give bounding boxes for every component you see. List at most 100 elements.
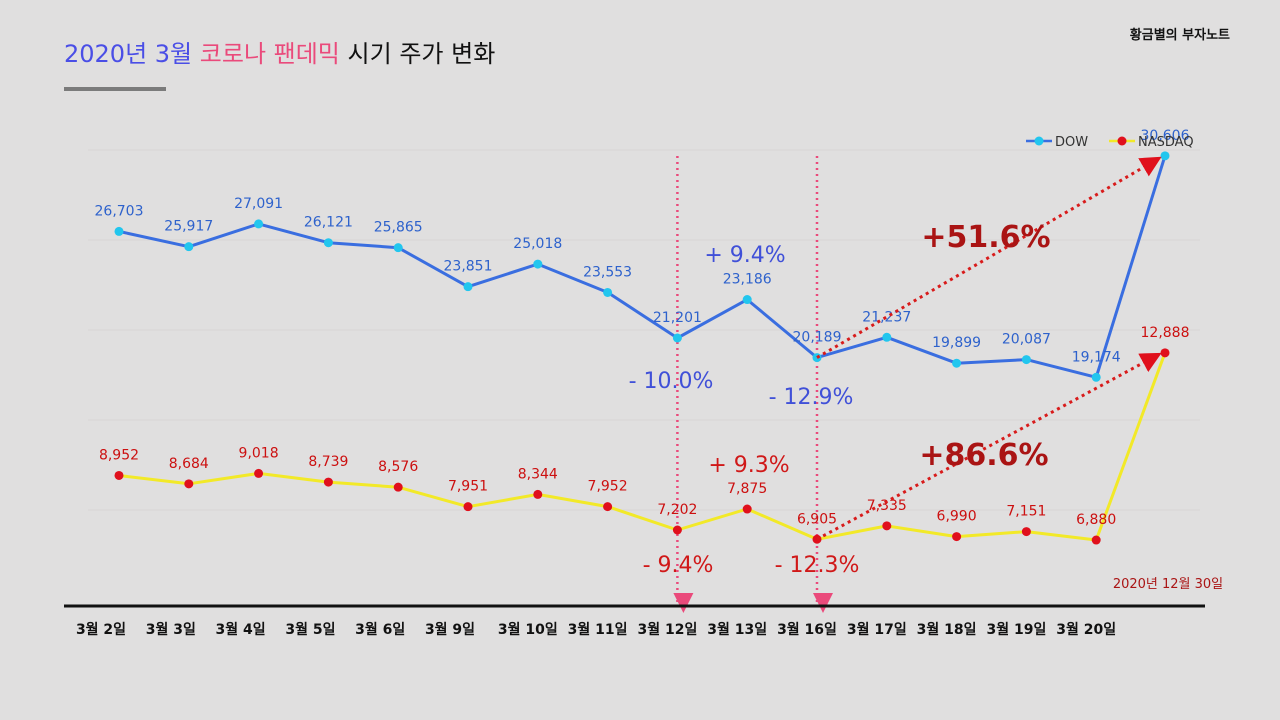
last-date-label: 2020년 12월 30일: [1113, 577, 1223, 592]
nasdaq-data-label: 6,880: [1076, 512, 1116, 528]
dow-line: [118, 155, 1167, 379]
dow-point: [533, 259, 543, 269]
nasdaq-point: [1021, 527, 1031, 537]
dow-point: [323, 238, 333, 248]
dow-data-label: 19,899: [932, 335, 981, 351]
dow-drop1-annotation: - 10.0%: [629, 369, 714, 394]
dow-data-label: 20,087: [1002, 332, 1051, 348]
nasdaq-drop2-annotation: - 12.3%: [775, 553, 860, 578]
nasdaq-data-label: 9,018: [239, 445, 279, 461]
dow-point: [184, 242, 194, 252]
x-tick-label: 3월 10일: [498, 621, 558, 638]
nasdaq-point: [672, 525, 682, 535]
dow-data-label: 25,917: [164, 219, 213, 235]
nasdaq-point: [882, 521, 892, 531]
nasdaq-point: [323, 477, 333, 487]
dow-data-label: 23,186: [723, 272, 772, 288]
x-tick-label: 3월 6일: [355, 621, 405, 638]
nasdaq-point: [184, 479, 194, 489]
nasdaq-data-label: 7,151: [1006, 504, 1046, 520]
nasdaq-drop1-annotation: - 9.4%: [643, 553, 714, 578]
dow-point: [393, 243, 403, 253]
dow-point: [882, 332, 892, 342]
nasdaq-data-label: 8,739: [308, 454, 348, 470]
nasdaq-data-label: 7,875: [727, 481, 767, 497]
nasdaq-point: [463, 502, 473, 512]
x-tick-label: 3월 4일: [216, 621, 266, 638]
dow-point: [254, 219, 264, 229]
nasdaq-total-annotation: +86.6%: [919, 438, 1048, 473]
brand-label: 황금별의 부자노트: [1129, 28, 1230, 43]
title-underline: [64, 87, 166, 91]
dow-data-label: 26,121: [304, 215, 353, 231]
nasdaq-point: [1160, 348, 1170, 358]
dow-rise-annotation: + 9.4%: [704, 243, 785, 268]
dow-total-annotation: +51.6%: [921, 220, 1050, 255]
legend-dow-label: DOW: [1055, 135, 1088, 150]
dow-drop2-annotation: - 12.9%: [769, 385, 854, 410]
dow-data-label: 27,091: [234, 196, 283, 212]
x-tick-label: 3월 19일: [986, 621, 1046, 638]
nasdaq-trend-arrow: [816, 352, 1162, 541]
nasdaq-point: [254, 468, 264, 478]
nasdaq-data-label: 6,905: [797, 511, 837, 527]
x-tick-label: 3월 16일: [777, 621, 837, 638]
dow-data-label: 21,201: [653, 310, 702, 326]
nasdaq-rise-annotation: + 9.3%: [708, 453, 789, 478]
x-tick-label: 3월 12일: [637, 621, 697, 638]
nasdaq-point: [393, 482, 403, 492]
dow-point: [672, 333, 682, 343]
legend-nasdaq-label: NASDAQ: [1138, 135, 1194, 150]
nasdaq-point: [114, 470, 124, 480]
nasdaq-data-label: 8,344: [518, 466, 558, 482]
title-rest: 시기 주가 변화: [347, 40, 496, 68]
nasdaq-point: [952, 532, 962, 542]
x-tick-label: 3월 17일: [847, 621, 907, 638]
nasdaq-point: [603, 502, 613, 512]
x-tick-label: 3월 20일: [1056, 621, 1116, 638]
nasdaq-point: [533, 489, 543, 499]
nasdaq-data-label: 12,888: [1141, 325, 1190, 341]
nasdaq-data-label: 6,990: [937, 509, 977, 525]
dow-point: [742, 295, 752, 305]
dow-data-label: 19,174: [1072, 349, 1121, 365]
nasdaq-data-label: 8,952: [99, 447, 139, 463]
dow-point: [952, 358, 962, 368]
dow-data-label: 23,851: [444, 259, 493, 275]
dow-data-label: 26,703: [95, 203, 144, 219]
dow-data-label: 20,189: [793, 330, 842, 346]
dow-data-label: 21,237: [862, 309, 911, 325]
title-pandemic: 코로나 팬데믹: [199, 40, 340, 68]
nasdaq-data-label: 7,202: [657, 502, 697, 518]
x-tick-label: 3월 3일: [146, 621, 196, 638]
dow-point: [1091, 372, 1101, 382]
dow-trend-arrow: [816, 156, 1162, 359]
dow-data-label: 25,018: [513, 236, 562, 252]
nasdaq-data-label: 8,576: [378, 459, 418, 475]
dow-point: [603, 287, 613, 297]
title-year-month: 2020년 3월: [64, 40, 193, 68]
dow-point: [1021, 355, 1031, 365]
x-tick-label: 3월 11일: [568, 621, 628, 638]
dow-data-label: 30,606: [1141, 128, 1190, 144]
x-tick-label: 3월 13일: [707, 621, 767, 638]
dow-point: [1160, 151, 1170, 161]
x-tick-label: 3월 9일: [425, 621, 475, 638]
nasdaq-line: [118, 352, 1167, 542]
x-tick-label: 3월 18일: [917, 621, 977, 638]
dow-point: [114, 226, 124, 236]
nasdaq-point: [1091, 535, 1101, 545]
nasdaq-data-label: 7,951: [448, 479, 488, 495]
legend-nasdaq-marker: [1117, 136, 1127, 146]
nasdaq-data-label: 8,684: [169, 456, 209, 472]
nasdaq-data-label: 7,335: [867, 498, 907, 514]
nasdaq-data-label: 7,952: [588, 479, 628, 495]
page-title: 2020년 3월 코로나 팬데믹 시기 주가 변화: [64, 34, 495, 69]
legend-dow-marker: [1034, 136, 1044, 146]
x-tick-label: 3월 2일: [76, 621, 126, 638]
dow-point: [463, 282, 473, 292]
dow-data-label: 23,553: [583, 264, 632, 280]
dow-data-label: 25,865: [374, 220, 423, 236]
nasdaq-point: [742, 504, 752, 514]
